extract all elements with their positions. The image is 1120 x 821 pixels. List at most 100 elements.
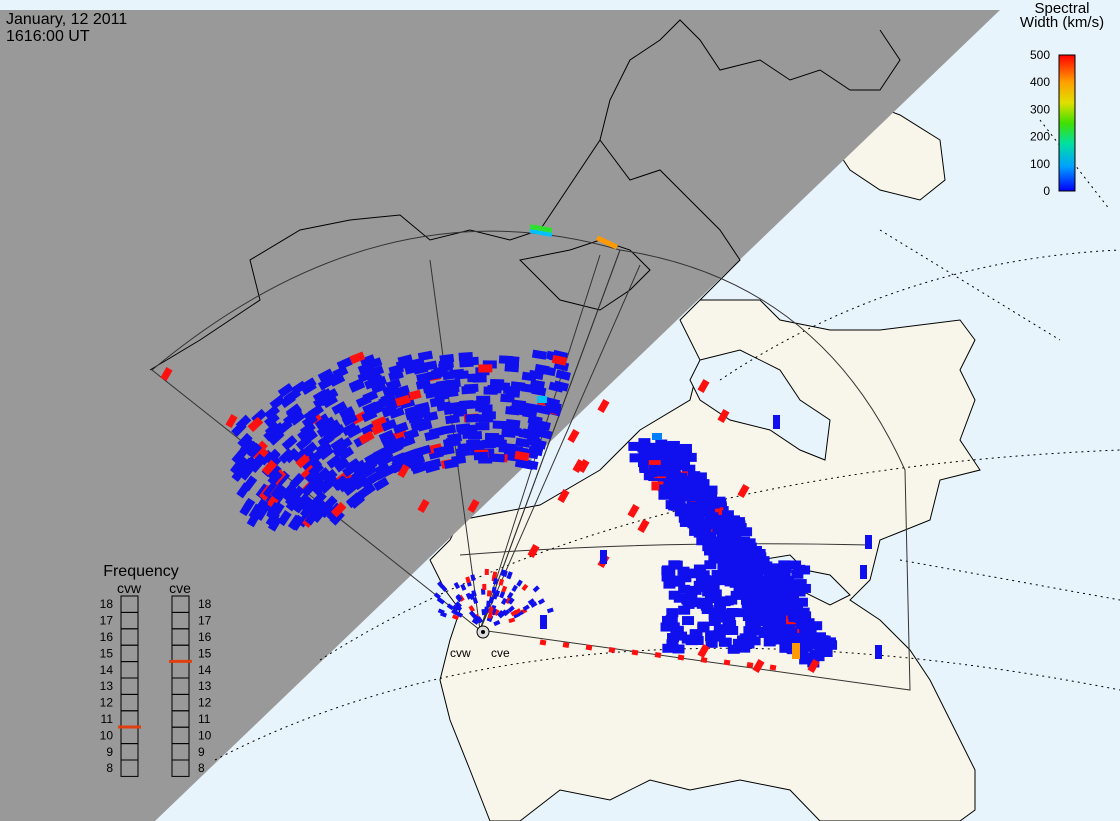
echo-cell — [411, 418, 427, 430]
echo-cell — [792, 579, 805, 589]
echo-cell — [481, 608, 487, 616]
echo-cell — [488, 606, 494, 614]
echo-cell — [480, 588, 486, 595]
echo-cell — [539, 639, 547, 646]
echo-cell — [299, 421, 316, 437]
frequency-level-label: 11 — [198, 712, 211, 726]
frequency-level-label: 9 — [106, 745, 113, 759]
echo-cell — [464, 383, 479, 393]
echo-cell — [299, 496, 315, 513]
echo-cell — [675, 453, 688, 463]
echo-cell — [435, 379, 451, 390]
echo-cell — [267, 515, 283, 532]
echo-cell — [487, 612, 493, 619]
echo-cell — [314, 467, 331, 483]
echo-cell — [825, 640, 838, 650]
echo-cell — [685, 503, 698, 513]
echo-cell — [779, 624, 792, 634]
echo-cell — [357, 370, 374, 383]
echo-cell — [706, 496, 719, 506]
echo-cell — [694, 472, 707, 482]
echo-cell — [535, 404, 552, 416]
echo-cell — [659, 461, 672, 471]
echo-cell — [315, 440, 332, 456]
echo-cell — [707, 537, 720, 547]
echo-cell — [663, 452, 676, 462]
frequency-cell — [120, 759, 139, 777]
echo-cell — [788, 613, 801, 623]
echo-cell — [727, 569, 740, 579]
echo-cell — [799, 655, 812, 665]
echo-cell — [652, 433, 662, 440]
echo-cell — [537, 598, 546, 605]
echo-cell — [762, 623, 775, 633]
arctic-coastline — [149, 19, 901, 371]
echo-cell — [608, 647, 616, 653]
echo-cell — [757, 556, 770, 566]
echo-cell — [531, 349, 547, 360]
echo-cell — [779, 643, 792, 653]
echo-cell — [709, 589, 722, 599]
echo-cell — [697, 644, 710, 658]
echo-cell — [796, 647, 809, 657]
echo-cell — [397, 354, 413, 366]
echo-cell — [283, 447, 300, 464]
echo-cell — [712, 525, 725, 535]
echo-cell — [774, 573, 787, 583]
echo-cell — [465, 592, 472, 600]
echo-cell — [277, 382, 294, 398]
echo-cell — [362, 401, 379, 415]
echo-cell — [672, 644, 685, 654]
frequency-level-label: 9 — [198, 745, 205, 759]
echo-cell — [708, 616, 721, 626]
radar-sites: cvw cve — [450, 625, 510, 660]
echo-cell — [812, 652, 825, 662]
frequency-title: Frequency — [103, 563, 179, 580]
echo-cell — [493, 608, 500, 617]
echo-cell — [437, 581, 444, 589]
echo-cell — [736, 544, 749, 554]
echo-cell — [779, 564, 792, 574]
echo-cell — [483, 386, 498, 395]
echo-cell — [637, 519, 650, 533]
echo-cell — [500, 569, 506, 577]
echo-cell — [723, 616, 736, 626]
frequency-level-label: 8 — [198, 761, 205, 775]
echo-cell — [264, 404, 281, 421]
echo-cell — [459, 399, 474, 409]
echo-cell — [233, 455, 249, 472]
echo-cell — [741, 599, 754, 609]
echo-cell — [705, 638, 718, 648]
echo-cell — [679, 573, 692, 583]
echo-cell — [782, 575, 795, 585]
echo-cell — [242, 475, 258, 492]
echo-cell — [655, 466, 668, 476]
echo-cell — [756, 584, 769, 594]
echo-cell — [231, 448, 247, 465]
echo-cell — [342, 462, 359, 478]
echo-cell — [649, 464, 662, 474]
echo-cell — [498, 578, 505, 586]
echo-cell — [728, 528, 741, 538]
echo-cell — [301, 441, 318, 457]
frequency-level-label: 17 — [198, 614, 212, 628]
echo-cell — [682, 616, 695, 626]
echo-cell — [595, 235, 619, 250]
radar-label-cve: cve — [491, 646, 510, 660]
echo-cell — [717, 409, 730, 423]
echo-cell — [692, 485, 705, 495]
echo-cell — [716, 576, 729, 586]
echo-cell — [451, 454, 467, 465]
echo-cell — [678, 508, 691, 518]
frequency-level-label: 16 — [100, 630, 114, 644]
frequency-level-label: 18 — [198, 597, 212, 611]
echo-cell — [445, 414, 460, 425]
echo-cell — [753, 607, 766, 617]
echo-cell — [330, 501, 347, 518]
echo-cell — [798, 640, 811, 650]
echo-cell — [666, 608, 679, 618]
color-bar: Spectral Width (km/s) 500 400 300 200 100 0 — [1020, 0, 1104, 198]
echo-cell — [239, 464, 254, 481]
color-bar-tick-label: 200 — [1030, 130, 1050, 144]
echo-cell — [342, 481, 359, 496]
